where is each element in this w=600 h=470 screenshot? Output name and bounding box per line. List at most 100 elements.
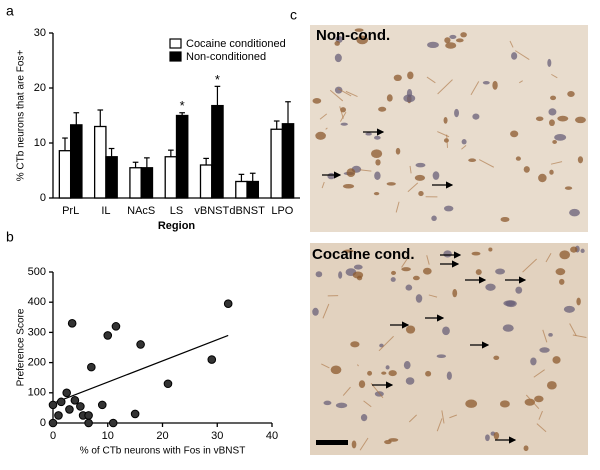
cell — [558, 278, 565, 285]
fiber — [470, 81, 480, 96]
bar — [105, 156, 118, 199]
cell — [495, 268, 506, 275]
cell — [350, 341, 360, 348]
cell — [446, 371, 452, 381]
fiber — [337, 88, 352, 97]
point — [54, 411, 63, 420]
fiber — [478, 159, 495, 168]
cell — [340, 107, 346, 113]
fiber — [409, 165, 412, 174]
cell — [455, 38, 464, 43]
cell — [499, 400, 510, 408]
cell — [552, 356, 561, 364]
point — [163, 379, 173, 389]
cell — [405, 325, 416, 334]
point — [223, 299, 233, 309]
cell — [472, 113, 480, 120]
cell — [445, 42, 457, 49]
y-tick-label: 500 — [28, 266, 46, 278]
y-tick-label: 30 — [34, 27, 46, 39]
cell — [550, 95, 557, 101]
cell — [436, 354, 447, 358]
fiber — [509, 40, 514, 48]
cell — [574, 116, 586, 124]
y-axis-label: Preference Score — [16, 308, 27, 386]
cell — [356, 35, 368, 45]
cell — [431, 215, 437, 222]
point — [84, 418, 93, 428]
x-tick-label: NAcS — [127, 205, 155, 217]
fiber — [533, 369, 545, 378]
fiber — [339, 106, 344, 119]
cell — [390, 277, 396, 282]
scale-bar — [316, 440, 348, 445]
bar — [164, 156, 178, 199]
point — [207, 355, 217, 364]
cell — [386, 94, 393, 102]
panel-label: a — [6, 3, 14, 19]
fiber — [437, 131, 450, 138]
fiber — [407, 182, 419, 193]
cell — [465, 399, 478, 408]
panel-label: b — [6, 229, 14, 245]
cell — [418, 191, 424, 197]
cell — [449, 34, 457, 39]
y-tick-label: 0 — [40, 417, 46, 429]
x-tick-label: 0 — [50, 430, 56, 442]
cell — [535, 116, 544, 122]
micrographs — [310, 25, 588, 455]
cell — [401, 267, 411, 272]
cell — [502, 324, 514, 332]
cell — [412, 275, 420, 281]
cell — [523, 445, 529, 452]
cell — [407, 71, 414, 80]
x-axis-label: Region — [158, 220, 196, 232]
cell — [340, 122, 348, 126]
x-tick-label: dBNST — [229, 205, 265, 217]
cell — [384, 440, 392, 445]
point — [136, 340, 145, 349]
cell — [343, 249, 354, 253]
cell — [530, 357, 537, 366]
trend-line — [52, 334, 229, 404]
legend-label: Non-conditioned — [186, 51, 266, 63]
fiber — [572, 334, 587, 338]
bar — [93, 125, 107, 199]
cell — [367, 370, 373, 376]
cell — [461, 139, 467, 145]
y-tick-label: 200 — [28, 357, 46, 369]
cell — [427, 41, 439, 49]
y-axis-label: % CTb neurons that are Fos+ — [16, 50, 27, 182]
cell — [488, 247, 493, 252]
bar — [246, 180, 260, 199]
cell — [373, 192, 380, 196]
cell — [468, 158, 477, 162]
cell — [415, 294, 423, 303]
cell — [312, 307, 319, 316]
cell — [443, 138, 449, 143]
fiber — [551, 73, 558, 79]
fiber — [525, 394, 540, 410]
y-tick-label: 10 — [34, 137, 46, 149]
cell — [554, 133, 567, 141]
cell — [330, 365, 342, 375]
fiber — [321, 181, 325, 189]
image-label: Non-cond. — [316, 27, 390, 44]
cell — [552, 139, 557, 144]
fiber — [321, 363, 330, 369]
cell — [388, 370, 397, 377]
cell — [365, 132, 372, 136]
point — [97, 400, 107, 410]
cell — [511, 52, 518, 60]
fiber — [441, 410, 445, 424]
cell — [471, 251, 481, 256]
image-label: Cocaine cond. — [312, 246, 415, 263]
cell — [482, 81, 490, 85]
bar — [199, 164, 213, 199]
cell — [500, 216, 510, 222]
point — [70, 396, 80, 405]
cell — [493, 355, 500, 361]
cell — [335, 402, 348, 409]
x-tick-label: LPO — [271, 205, 293, 217]
cell — [403, 361, 411, 370]
